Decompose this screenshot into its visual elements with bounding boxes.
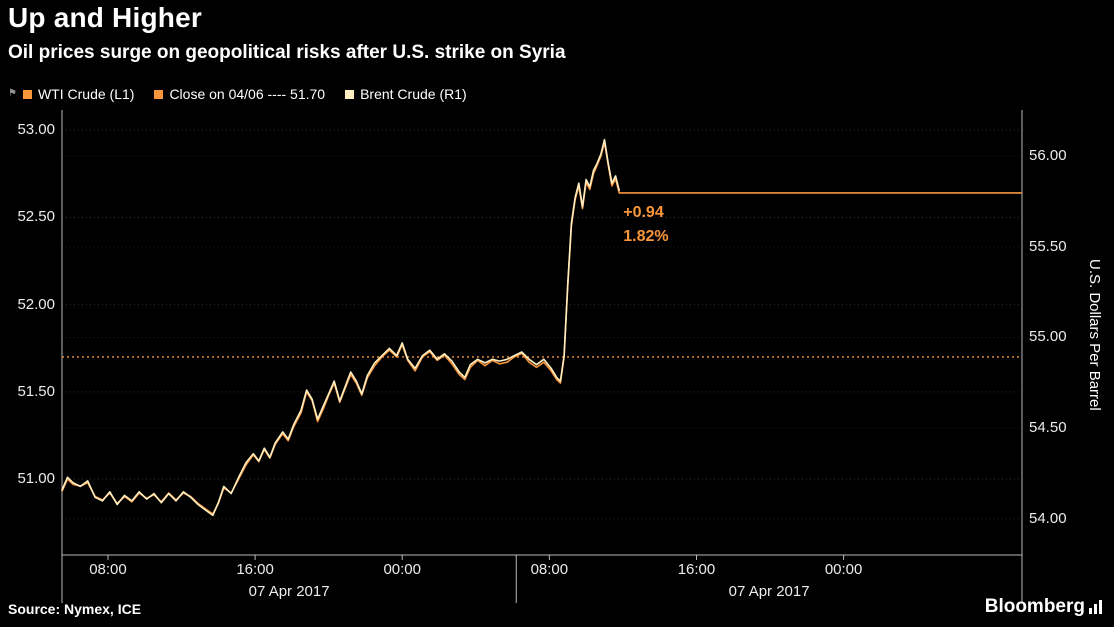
price-change-value: +0.94 (623, 203, 664, 221)
legend-item-brent: Brent Crude (R1) (345, 86, 467, 102)
price-change-annotation: +0.94 1.82% (623, 201, 668, 249)
close-swatch-icon (154, 89, 164, 99)
legend-label-wti: WTI Crude (L1) (37, 86, 135, 102)
legend-item-wti: ⚑ WTI Crude (L1) (8, 86, 134, 102)
right-axis-tick-label: 54.50 (1029, 419, 1067, 437)
wti-swatch-icon (22, 89, 32, 99)
right-axis-tick-label: 54.00 (1029, 510, 1067, 528)
chart-subtitle: Oil prices surge on geopolitical risks a… (8, 42, 566, 63)
x-axis-tick-label: 08:00 (89, 561, 127, 578)
x-axis-date-label: 07 Apr 2017 (728, 583, 810, 600)
legend-flag-icon: ⚑ (8, 88, 17, 99)
left-axis-tick-label: 52.00 (17, 295, 55, 313)
left-axis-tick-label: 51.00 (17, 470, 55, 488)
right-axis-tick-label: 55.00 (1029, 328, 1067, 346)
bloomberg-bars-icon (1089, 600, 1102, 618)
bloomberg-wordmark: Bloomberg (984, 596, 1085, 617)
bloomberg-logo: Bloomberg (985, 596, 1102, 618)
x-axis-tick-label: 00:00 (383, 561, 421, 578)
x-axis-tick-label: 08:00 (530, 561, 569, 578)
x-axis-tick-label: 16:00 (236, 561, 274, 578)
legend-label-close: Close on 04/06 ---- 51.70 (169, 86, 326, 102)
left-axis-tick-label: 53.00 (17, 121, 55, 139)
x-axis-date-label: 07 Apr 2017 (248, 583, 330, 600)
legend: ⚑ WTI Crude (L1) Close on 04/06 ---- 51.… (8, 86, 467, 102)
price-change-percent: 1.82% (623, 227, 669, 245)
x-axis-tick-label: 00:00 (824, 561, 863, 578)
legend-item-close: Close on 04/06 ---- 51.70 (154, 86, 325, 102)
source-text: Source: Nymex, ICE (8, 601, 142, 617)
brent-swatch-icon (345, 89, 355, 99)
right-axis-tick-label: 55.50 (1029, 237, 1067, 255)
chart-title: Up and Higher (8, 2, 202, 33)
bottom-divider (0, 627, 1114, 630)
left-axis-tick-label: 51.50 (17, 382, 55, 400)
x-axis-tick-label: 16:00 (677, 561, 716, 578)
left-axis-tick-label: 52.50 (17, 208, 55, 226)
right-axis-title: U.S. Dollars Per Barrel (1086, 259, 1103, 411)
right-axis-tick-label: 56.00 (1029, 146, 1067, 164)
legend-label-brent: Brent Crude (R1) (360, 86, 467, 102)
